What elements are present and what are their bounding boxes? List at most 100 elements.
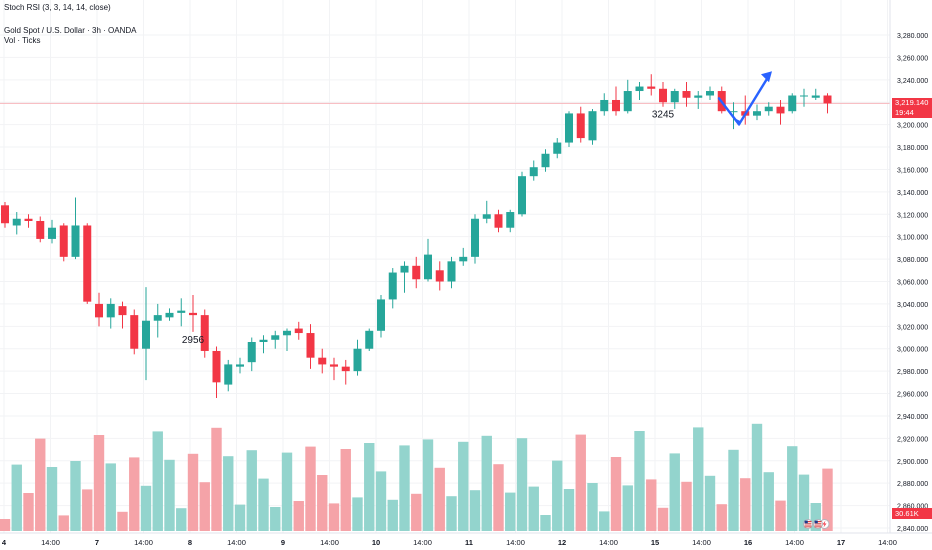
candle[interactable] <box>341 359 350 385</box>
candle[interactable] <box>706 86 714 100</box>
volume-bar <box>35 438 46 531</box>
candle[interactable] <box>330 357 338 381</box>
candle[interactable] <box>118 301 127 329</box>
price-tick-label: 2,940.000 <box>897 414 928 421</box>
candle[interactable] <box>553 138 562 159</box>
candle[interactable] <box>635 82 644 100</box>
volume-bar <box>587 483 598 531</box>
candle[interactable] <box>294 321 303 340</box>
candle[interactable] <box>48 219 56 244</box>
candle[interactable] <box>776 99 785 125</box>
price-tick-label: 3,120.000 <box>897 212 928 219</box>
candle[interactable] <box>541 149 550 172</box>
candle[interactable] <box>24 214 33 228</box>
candle[interactable] <box>259 335 268 354</box>
candles[interactable] <box>1 74 832 399</box>
candle[interactable] <box>142 287 150 381</box>
candle[interactable] <box>623 79 632 114</box>
candle[interactable] <box>494 209 503 233</box>
candle[interactable] <box>400 261 409 293</box>
candle[interactable] <box>459 247 468 266</box>
forecast-arrow[interactable] <box>717 71 772 126</box>
candle[interactable] <box>506 209 515 233</box>
candle[interactable] <box>482 200 491 224</box>
event-markers[interactable] <box>803 519 830 529</box>
candle[interactable] <box>471 214 479 264</box>
candle[interactable] <box>283 328 291 351</box>
candle[interactable] <box>12 212 21 235</box>
volume-bar <box>93 435 105 531</box>
candle[interactable] <box>412 256 421 289</box>
price-tick-label: 3,160.000 <box>897 167 928 174</box>
candle[interactable] <box>200 309 209 358</box>
candle[interactable] <box>153 303 162 338</box>
candle[interactable] <box>212 346 221 399</box>
volume-legend[interactable]: Vol · Ticks <box>4 36 41 45</box>
candle[interactable] <box>189 294 197 332</box>
time-tick-label: 14:00 <box>41 538 60 547</box>
candle[interactable] <box>71 197 80 260</box>
candle[interactable] <box>365 328 374 351</box>
candle[interactable] <box>271 330 280 349</box>
candle-body <box>565 113 573 143</box>
candle[interactable] <box>612 86 620 116</box>
candle[interactable] <box>177 298 186 327</box>
candle-body <box>459 256 468 262</box>
candle-body <box>400 265 409 273</box>
volume-bar <box>352 497 363 531</box>
candle[interactable] <box>694 91 703 109</box>
indicator-legend[interactable]: Stoch RSI (3, 3, 14, 14, close) <box>4 3 111 12</box>
candle[interactable] <box>224 359 233 392</box>
candle[interactable] <box>529 160 538 181</box>
volume-bars <box>0 423 833 531</box>
symbol-legend[interactable]: Gold Spot / U.S. Dollar · 3h · OANDA <box>4 26 137 35</box>
candle[interactable] <box>435 261 444 291</box>
candle[interactable] <box>59 223 68 262</box>
candle[interactable] <box>576 106 585 143</box>
candle[interactable] <box>600 93 609 116</box>
time-tick-label: 14:00 <box>320 538 339 547</box>
candle-body <box>753 111 761 116</box>
candle[interactable] <box>388 268 397 309</box>
candle[interactable] <box>353 339 362 376</box>
candle[interactable] <box>823 93 832 114</box>
candle-body <box>177 310 186 313</box>
candle[interactable] <box>518 171 526 217</box>
candle[interactable] <box>83 223 92 304</box>
candle[interactable] <box>659 82 667 107</box>
volume-bar <box>446 496 457 531</box>
candle[interactable] <box>647 74 656 96</box>
candle[interactable] <box>306 324 315 369</box>
candle[interactable] <box>130 309 139 355</box>
candle[interactable] <box>788 93 797 114</box>
candle-body <box>153 315 162 321</box>
candle[interactable] <box>753 104 761 121</box>
candle-body <box>764 106 773 112</box>
candle[interactable] <box>588 108 597 145</box>
candle[interactable] <box>764 102 773 116</box>
candle[interactable] <box>800 88 808 107</box>
candle[interactable] <box>318 348 327 374</box>
candle-body <box>365 330 374 349</box>
candle[interactable] <box>377 294 385 338</box>
candle[interactable] <box>95 292 103 327</box>
candle[interactable] <box>670 88 679 109</box>
candle[interactable] <box>247 337 256 372</box>
candle-body <box>694 95 703 98</box>
candle[interactable] <box>106 298 115 329</box>
volume-bar <box>164 459 175 531</box>
price-axis[interactable]: 2,840.000 2,860.000 2,880.000 2,900.000 2,92… <box>897 33 928 533</box>
candle[interactable] <box>682 82 691 107</box>
time-axis[interactable]: 4 14:00 7 14:00 8 14:00 9 14:00 10 14:00 11 14:00 12… <box>2 538 897 547</box>
candle[interactable] <box>165 308 174 321</box>
candle[interactable] <box>811 88 820 100</box>
candle-body <box>811 95 820 98</box>
candle[interactable] <box>36 216 45 243</box>
candle[interactable] <box>447 256 456 289</box>
candle[interactable] <box>424 238 432 282</box>
candle-body <box>659 88 667 103</box>
candle[interactable] <box>1 201 9 228</box>
candle[interactable] <box>236 357 244 374</box>
candle[interactable] <box>565 111 573 148</box>
